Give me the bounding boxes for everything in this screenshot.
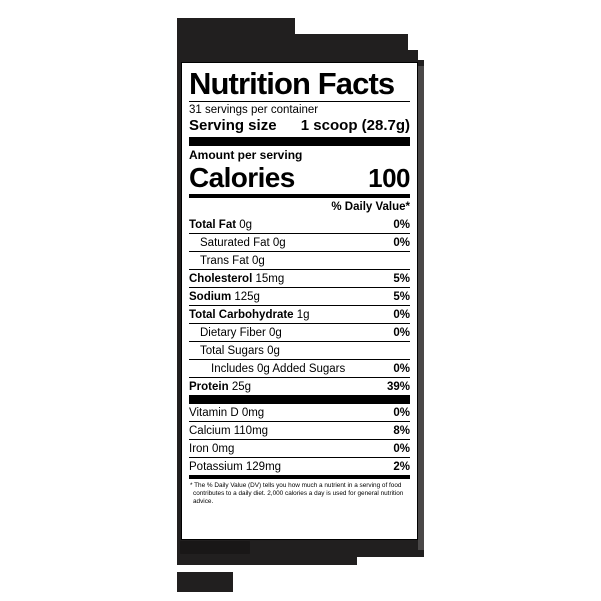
divider-vitamin-row <box>189 439 410 440</box>
nutrient-name: Trans Fat 0g <box>200 254 265 267</box>
nutrient-row: Total Carbohydrate 1g 0% <box>189 306 410 323</box>
divider-under-calories <box>189 194 410 198</box>
serving-size-value: 1 scoop (28.7g) <box>300 117 410 134</box>
divider-under-title <box>189 101 410 102</box>
nutrient-daily-value: 0% <box>393 326 410 339</box>
vitamin-name: Potassium 129mg <box>189 460 282 473</box>
vitamin-daily-value: 2% <box>393 460 410 473</box>
nutrient-name: Total Fat 0g <box>189 218 253 231</box>
divider-nutrient-row <box>189 305 410 306</box>
nutrient-row: Protein 25g 39% <box>189 378 410 395</box>
nutrient-row: Trans Fat 0g <box>189 252 410 269</box>
vitamin-row: Iron 0mg 0% <box>189 440 410 457</box>
divider-nutrient-row <box>189 269 410 270</box>
serving-size-row: Serving size 1 scoop (28.7g) <box>189 117 410 137</box>
nutrient-amount: 125g <box>231 290 260 303</box>
nutrient-daily-value: 0% <box>393 218 410 231</box>
container-edge-shade <box>418 66 424 550</box>
nutrient-amount: 1g <box>293 308 310 321</box>
container-silhouette-bottom-step <box>177 552 357 565</box>
divider-thick-under-protein <box>189 395 410 404</box>
divider-vitamin-row <box>189 457 410 458</box>
vitamin-row: Vitamin D 0mg 0% <box>189 404 410 421</box>
calories-row: Calories 100 <box>189 163 410 194</box>
nutrient-name: Sodium 125g <box>189 290 260 303</box>
nutrient-row: Total Fat 0g 0% <box>189 216 410 233</box>
divider-nutrient-row <box>189 233 410 234</box>
nutrient-row: Cholesterol 15mg 5% <box>189 270 410 287</box>
divider-nutrient-row <box>189 341 410 342</box>
divider-nutrient-row <box>189 359 410 360</box>
nutrient-name: Saturated Fat 0g <box>200 236 286 249</box>
nutrient-daily-value: 5% <box>393 290 410 303</box>
daily-value-header: % Daily Value* <box>331 201 410 213</box>
servings-per-container: 31 servings per container <box>189 104 319 116</box>
nutrient-daily-value: 0% <box>393 236 410 249</box>
nutrient-daily-value: 5% <box>393 272 410 285</box>
serving-size-label: Serving size <box>189 117 277 134</box>
vitamin-name: Iron 0mg <box>189 442 235 455</box>
divider-nutrient-row <box>189 377 410 378</box>
nutrient-name: Total Carbohydrate 1g <box>189 308 310 321</box>
nutrient-daily-value: 39% <box>386 380 410 393</box>
nutrition-facts-panel: Nutrition Facts 31 servings per containe… <box>181 62 418 540</box>
divider-nutrient-row <box>189 287 410 288</box>
nutrient-name: Includes 0g Added Sugars <box>211 362 346 375</box>
vitamin-list: Vitamin D 0mg 0% Calcium 110mg 8% Iron 0mg 0%… <box>189 404 410 475</box>
nutrient-amount: 25g <box>228 380 252 393</box>
nutrient-row: Dietary Fiber 0g 0% <box>189 324 410 341</box>
divider-vitamin-row <box>189 421 410 422</box>
nutrient-name: Cholesterol 15mg <box>189 272 285 285</box>
nutrient-name: Total Sugars 0g <box>200 344 280 357</box>
vitamin-daily-value: 0% <box>393 442 410 455</box>
nutrient-row: Saturated Fat 0g 0% <box>189 234 410 251</box>
divider-thick-above-calories <box>189 137 410 146</box>
container-silhouette-tab <box>177 572 233 592</box>
vitamin-row: Calcium 110mg 8% <box>189 422 410 439</box>
vitamin-row: Potassium 129mg 2% <box>189 458 410 475</box>
nutrient-daily-value: 0% <box>393 362 410 375</box>
vitamin-name: Calcium 110mg <box>189 424 269 437</box>
nutrient-row: Includes 0g Added Sugars 0% <box>189 360 410 377</box>
divider-above-footnote <box>189 475 410 479</box>
amount-per-serving-label: Amount per serving <box>189 148 303 162</box>
divider-nutrient-row <box>189 251 410 252</box>
nutrient-list: Total Fat 0g 0% Saturated Fat 0g 0% Trans Fa… <box>189 216 410 395</box>
nutrition-facts-title: Nutrition Facts <box>189 66 395 101</box>
vitamin-daily-value: 8% <box>393 424 410 437</box>
nutrient-name: Protein 25g <box>189 380 252 393</box>
divider-nutrient-row <box>189 323 410 324</box>
calories-label: Calories <box>189 162 295 193</box>
brand-mark <box>180 541 250 554</box>
nutrient-amount: 15mg <box>252 272 285 285</box>
nutrient-amount: 0g <box>236 218 253 231</box>
calories-value: 100 <box>368 163 410 193</box>
vitamin-name: Vitamin D 0mg <box>189 406 265 419</box>
nutrient-row: Sodium 125g 5% <box>189 288 410 305</box>
nutrient-daily-value: 0% <box>393 308 410 321</box>
vitamin-daily-value: 0% <box>393 406 410 419</box>
nutrient-name: Dietary Fiber 0g <box>200 326 282 339</box>
daily-value-footnote: * The % Daily Value (DV) tells you how m… <box>190 482 404 506</box>
nutrient-row: Total Sugars 0g <box>189 342 410 359</box>
